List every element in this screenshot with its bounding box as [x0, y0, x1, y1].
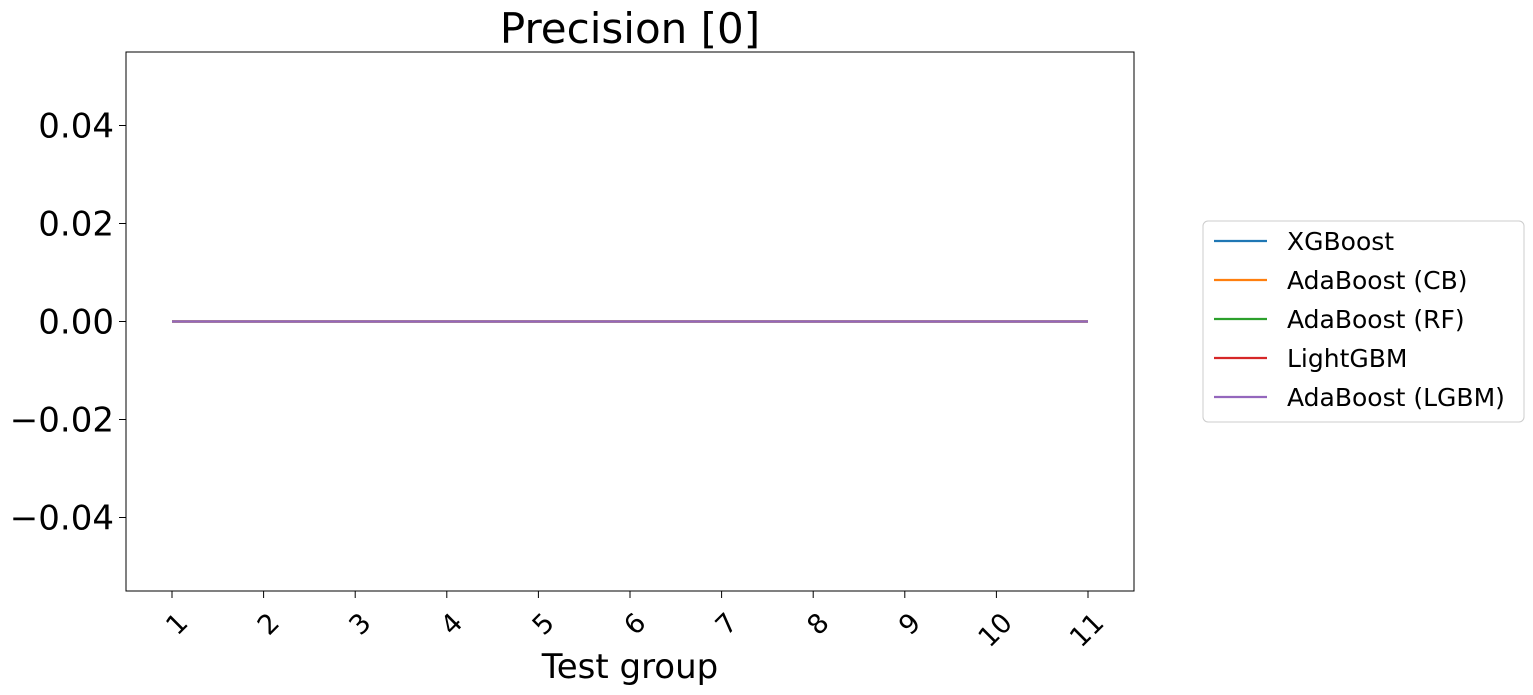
- x-tick-label: 3: [343, 607, 377, 641]
- x-axis-label: Test group: [541, 647, 719, 687]
- legend-label: LightGBM: [1287, 344, 1407, 373]
- x-tick-label: 4: [435, 607, 469, 641]
- x-tick-label: 1: [160, 607, 194, 641]
- legend-label: XGBoost: [1287, 227, 1394, 256]
- y-tick-label: −0.04: [10, 499, 114, 539]
- y-tick-label: 0.00: [38, 303, 114, 343]
- legend-label: AdaBoost (LGBM): [1287, 383, 1505, 412]
- y-tick-label: 0.02: [38, 205, 114, 245]
- x-tick-label: 5: [527, 607, 561, 641]
- x-tick-label: 2: [252, 607, 286, 641]
- legend-label: AdaBoost (RF): [1287, 305, 1465, 334]
- chart-title: Precision [0]: [500, 4, 760, 53]
- x-tick-label: 10: [972, 607, 1018, 653]
- y-axis: −0.04 −0.02 0.00 0.02 0.04: [10, 107, 126, 539]
- x-tick-label: 9: [893, 607, 927, 641]
- y-tick-label: −0.02: [10, 401, 114, 441]
- x-tick-label: 11: [1064, 607, 1110, 653]
- y-tick-label: 0.04: [38, 107, 114, 147]
- x-tick-label: 7: [710, 607, 744, 641]
- legend-label: AdaBoost (CB): [1287, 266, 1467, 295]
- x-tick-label: 6: [618, 607, 652, 641]
- legend-box: [1202, 220, 1525, 423]
- x-axis: 1 2 3 4 5 6 7 8 9 10 11: [160, 591, 1110, 654]
- x-tick-label: 8: [801, 607, 835, 641]
- legend: XGBoost AdaBoost (CB) AdaBoost (RF) LightGB…: [1202, 220, 1525, 423]
